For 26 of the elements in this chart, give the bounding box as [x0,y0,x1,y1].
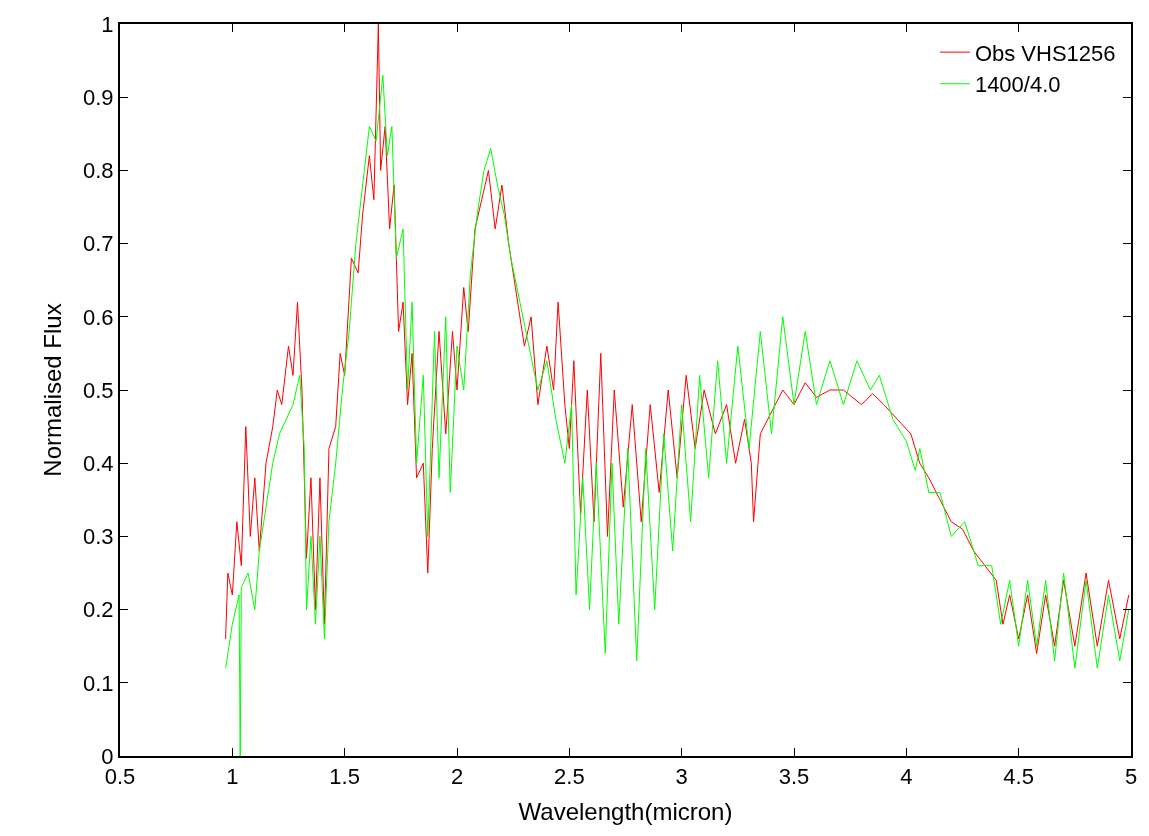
y-tick-label: 0.3 [83,524,114,550]
y-tick-label: 0.9 [83,84,114,110]
y-tick-label: 0 [101,743,114,769]
y-tick-label: 0.4 [83,450,114,476]
x-tick-label: 3 [675,764,688,790]
x-axis-title: Wavelength(micron) [518,798,733,826]
line-series [225,24,1130,655]
legend-label: Obs VHS1256 [974,40,1116,66]
x-tick-label: 1 [226,764,239,790]
y-tick-label: 0.8 [83,158,114,184]
y-tick-label: 1 [101,11,114,37]
x-tick-label: 2.5 [554,764,585,790]
line-series [225,74,1130,756]
y-tick-label: 0.6 [83,304,114,330]
x-tick-label: 3.5 [778,764,810,790]
x-tick-label: 2 [450,764,464,790]
x-tick-label: 5 [1124,764,1138,790]
y-axis-title: Normalised Flux [38,303,66,477]
legend-label: 1400/4.0 [974,72,1061,98]
y-tick-label: 0.2 [83,597,114,623]
x-tick-label: 4 [900,764,913,790]
y-tick-label: 0.5 [83,377,114,403]
x-tick-label: 4.5 [1003,764,1034,790]
x-tick-label: 1.5 [329,764,360,790]
y-tick-label: 0.7 [83,231,114,257]
y-tick-label: 0.1 [83,670,114,696]
